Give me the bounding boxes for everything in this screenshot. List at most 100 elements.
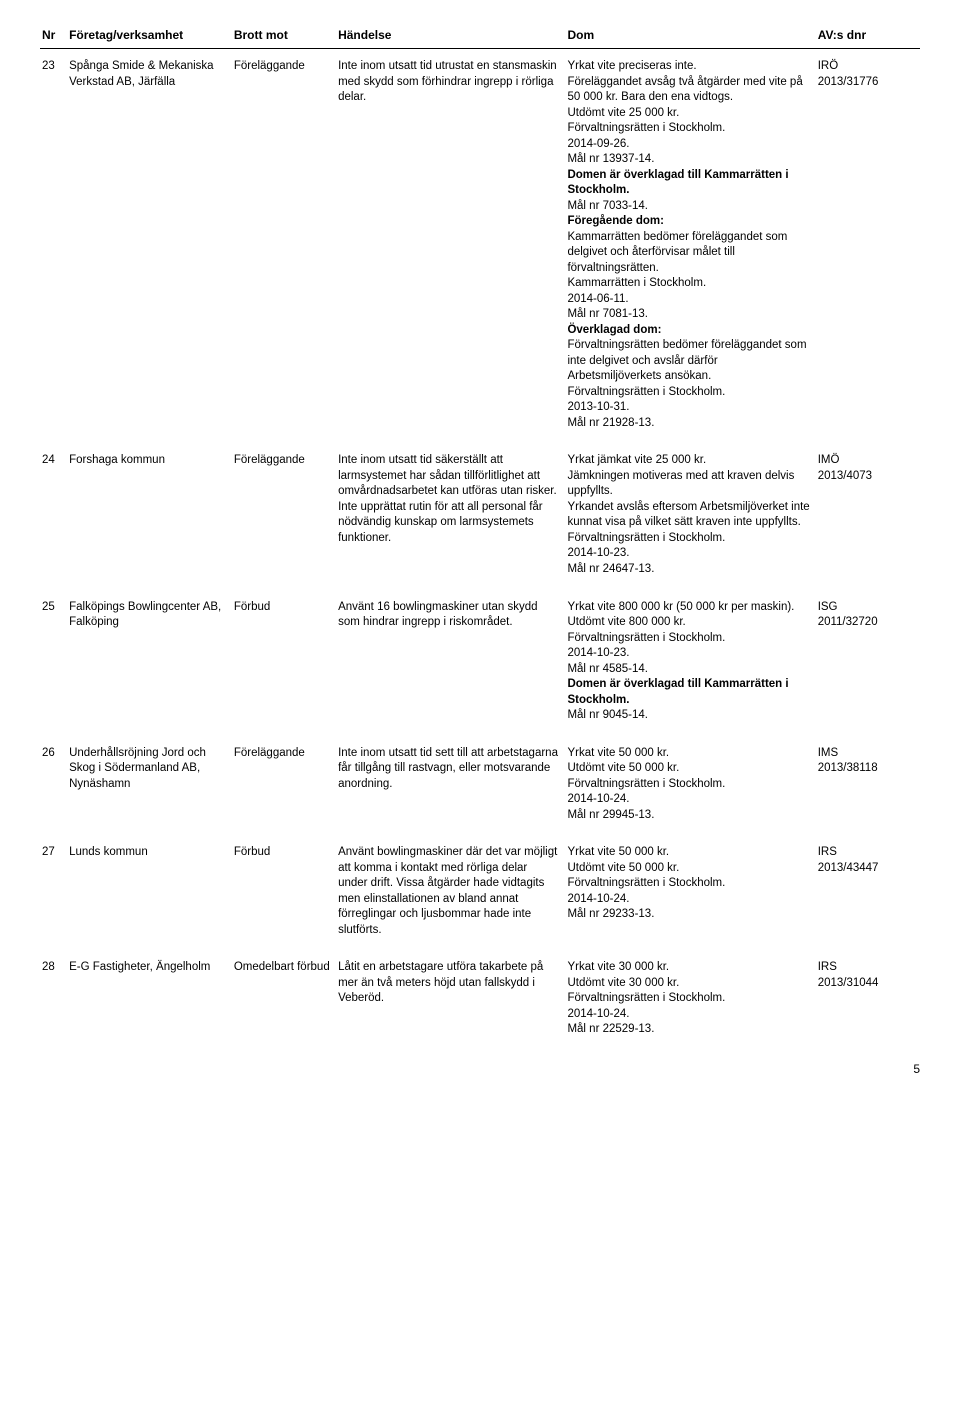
cell-handelse: Inte inom utsatt tid utrustat en stansma… (336, 49, 565, 444)
header-brott: Brott mot (232, 24, 336, 49)
cell-company: Lunds kommun (67, 835, 232, 950)
table-row: 23Spånga Smide & Mekaniska Verkstad AB, … (40, 49, 920, 444)
dnr-number: 2013/43447 (818, 861, 914, 877)
dom-line: Förvaltningsrätten i Stockholm. (567, 531, 809, 547)
dom-line: Förvaltningsrätten i Stockholm. (567, 991, 809, 1007)
dom-line: 2014-10-24. (567, 892, 809, 908)
dom-line: Yrkat vite 50 000 kr. (567, 845, 809, 861)
dom-line: Yrkat vite 800 000 kr (50 000 kr per mas… (567, 600, 809, 616)
dnr-code: IRS (818, 960, 914, 976)
dom-line: Domen är överklagad till Kammarrätten i … (567, 677, 809, 708)
dom-line: Mål nr 13937-14. (567, 152, 809, 168)
cell-nr: 28 (40, 950, 67, 1050)
dom-line: Utdömt vite 30 000 kr. (567, 976, 809, 992)
dom-line: Förvaltningsrätten bedömer föreläggandet… (567, 338, 809, 385)
dnr-number: 2013/38118 (818, 761, 914, 777)
cell-brott: Föreläggande (232, 443, 336, 589)
cell-dnr: IMS2013/38118 (816, 736, 920, 836)
cell-dom: Yrkat vite 30 000 kr.Utdömt vite 30 000 … (565, 950, 815, 1050)
dom-line: Mål nr 24647-13. (567, 562, 809, 578)
dnr-code: IRS (818, 845, 914, 861)
dom-line: 2014-10-24. (567, 1007, 809, 1023)
dom-line: Domen är överklagad till Kammarrätten i … (567, 168, 809, 199)
cell-dom: Yrkat vite 50 000 kr.Utdömt vite 50 000 … (565, 736, 815, 836)
header-nr: Nr (40, 24, 67, 49)
dom-line: Mål nr 7081-13. (567, 307, 809, 323)
dom-line: Överklagad dom: (567, 323, 809, 339)
header-dom: Dom (565, 24, 815, 49)
dnr-number: 2013/4073 (818, 469, 914, 485)
table-row: 28E-G Fastigheter, ÄngelholmOmedelbart f… (40, 950, 920, 1050)
table-row: 24Forshaga kommunFöreläggandeInte inom u… (40, 443, 920, 589)
table-body: 23Spånga Smide & Mekaniska Verkstad AB, … (40, 49, 920, 1050)
dom-line: Utdömt vite 25 000 kr. (567, 106, 809, 122)
dom-line: Förvaltningsrätten i Stockholm. (567, 121, 809, 137)
cell-company: Underhållsröjning Jord och Skog i Söderm… (67, 736, 232, 836)
dnr-code: IRÖ (818, 59, 914, 75)
dom-line: Utdömt vite 50 000 kr. (567, 861, 809, 877)
dom-line: Mål nr 9045-14. (567, 708, 809, 724)
dnr-number: 2013/31776 (818, 75, 914, 91)
cell-handelse: Använt 16 bowlingmaskiner utan skydd som… (336, 590, 565, 736)
cases-table: Nr Företag/verksamhet Brott mot Händelse… (40, 24, 920, 1050)
dom-line: Kammarrätten bedömer föreläggandet som d… (567, 230, 809, 277)
dom-line: Utdömt vite 800 000 kr. (567, 615, 809, 631)
header-dnr: AV:s dnr (816, 24, 920, 49)
cell-nr: 25 (40, 590, 67, 736)
cell-brott: Förbud (232, 835, 336, 950)
cell-company: Forshaga kommun (67, 443, 232, 589)
dom-line: Kammarrätten i Stockholm. (567, 276, 809, 292)
table-row: 27Lunds kommunFörbudAnvänt bowlingmaskin… (40, 835, 920, 950)
cell-brott: Föreläggande (232, 49, 336, 444)
page-number: 5 (40, 1050, 920, 1076)
dom-line: Mål nr 29945-13. (567, 808, 809, 824)
cell-dnr: ISG2011/32720 (816, 590, 920, 736)
cell-handelse: Låtit en arbetstagare utföra takarbete p… (336, 950, 565, 1050)
dom-line: Mål nr 22529-13. (567, 1022, 809, 1038)
cell-dnr: IMÖ2013/4073 (816, 443, 920, 589)
dom-line: Förvaltningsrätten i Stockholm. (567, 876, 809, 892)
dnr-code: IMÖ (818, 453, 914, 469)
cell-company: E-G Fastigheter, Ängelholm (67, 950, 232, 1050)
cell-handelse: Använt bowlingmaskiner där det var möjli… (336, 835, 565, 950)
dom-line: Föreläggandet avsåg två åtgärder med vit… (567, 75, 809, 106)
cell-dom: Yrkat vite preciseras inte.Föreläggandet… (565, 49, 815, 444)
cell-company: Falköpings Bowlingcenter AB, Falköping (67, 590, 232, 736)
dom-line: Yrkat vite 30 000 kr. (567, 960, 809, 976)
dom-line: Förvaltningsrätten i Stockholm. (567, 385, 809, 401)
header-company: Företag/verksamhet (67, 24, 232, 49)
cell-company: Spånga Smide & Mekaniska Verkstad AB, Jä… (67, 49, 232, 444)
dom-line: Mål nr 29233-13. (567, 907, 809, 923)
cell-dnr: IRS2013/43447 (816, 835, 920, 950)
dom-line: Jämkningen motiveras med att kraven delv… (567, 469, 809, 500)
dom-line: 2014-10-24. (567, 792, 809, 808)
dom-line: 2014-10-23. (567, 546, 809, 562)
dom-line: 2014-09-26. (567, 137, 809, 153)
cell-nr: 24 (40, 443, 67, 589)
cell-nr: 23 (40, 49, 67, 444)
cell-handelse: Inte inom utsatt tid säkerställt att lar… (336, 443, 565, 589)
dnr-number: 2013/31044 (818, 976, 914, 992)
dnr-code: ISG (818, 600, 914, 616)
cell-nr: 26 (40, 736, 67, 836)
dom-line: Förvaltningsrätten i Stockholm. (567, 777, 809, 793)
dom-line: Förvaltningsrätten i Stockholm. (567, 631, 809, 647)
cell-brott: Omedelbart förbud (232, 950, 336, 1050)
dom-line: Mål nr 4585-14. (567, 662, 809, 678)
dom-line: Yrkat vite 50 000 kr. (567, 746, 809, 762)
cell-dnr: IRS2013/31044 (816, 950, 920, 1050)
cell-dnr: IRÖ2013/31776 (816, 49, 920, 444)
dom-line: 2014-10-23. (567, 646, 809, 662)
cell-nr: 27 (40, 835, 67, 950)
dom-line: Föregående dom: (567, 214, 809, 230)
dom-line: Mål nr 21928-13. (567, 416, 809, 432)
dnr-number: 2011/32720 (818, 615, 914, 631)
dom-line: Mål nr 7033-14. (567, 199, 809, 215)
dom-line: Yrkat vite preciseras inte. (567, 59, 809, 75)
dom-line: 2013-10-31. (567, 400, 809, 416)
dom-line: 2014-06-11. (567, 292, 809, 308)
cell-handelse: Inte inom utsatt tid sett till att arbet… (336, 736, 565, 836)
cell-dom: Yrkat jämkat vite 25 000 kr.Jämkningen m… (565, 443, 815, 589)
table-row: 26Underhållsröjning Jord och Skog i Söde… (40, 736, 920, 836)
dnr-code: IMS (818, 746, 914, 762)
